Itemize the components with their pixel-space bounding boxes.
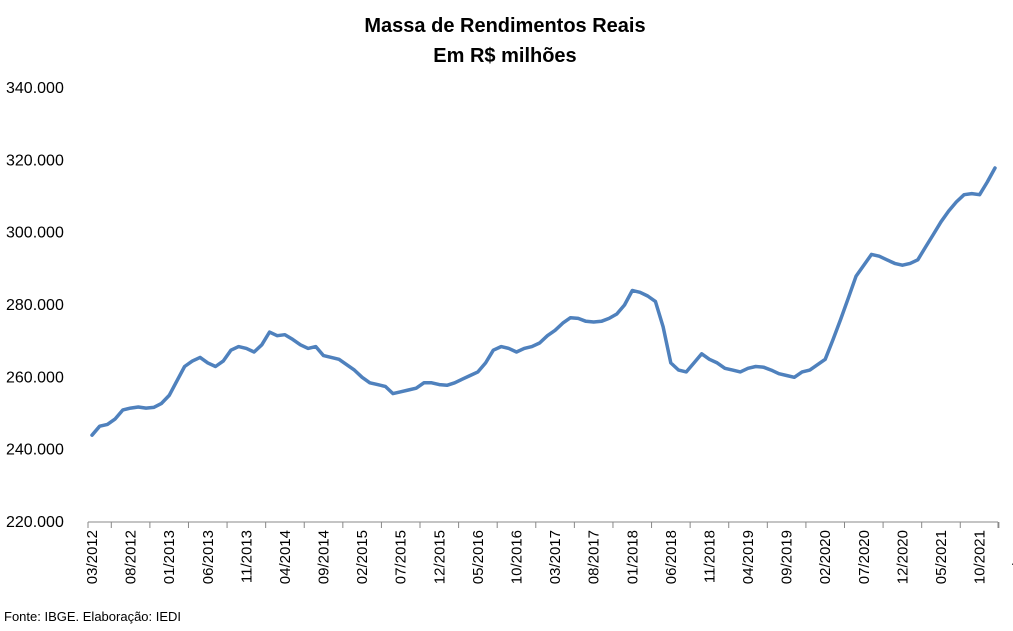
x-tick-label: 11/2013 [238,530,255,583]
y-tick-label: 320.000 [6,152,64,169]
y-tick-label: 260.000 [6,369,64,386]
x-tick-label: 02/2015 [354,530,371,584]
x-tick-label: 07/2020 [856,530,873,584]
x-axis-ticks: 03/2012 08/2012 01/2013 06/2013 11/2013 04/20… [84,522,1013,584]
x-tick-label: 06/2013 [200,530,217,584]
source-note: Fonte: IBGE. Elaboração: IEDI [4,609,182,624]
y-tick-label: 220.000 [6,514,64,531]
x-tick-label: 12/2015 [431,530,448,584]
y-tick-label: 280.000 [6,297,64,314]
y-tick-label: 340.000 [6,80,64,97]
x-tick-label: 10/2016 [508,530,525,584]
x-tick-label: 02/2020 [817,530,834,584]
x-tick-label: 09/2014 [316,530,333,584]
x-tick-label: 03/2022 [1010,530,1013,584]
x-tick-label: 01/2018 [624,530,641,584]
series-group [90,166,997,437]
x-tick-label: 03/2017 [547,530,564,584]
x-tick-label: 06/2018 [663,530,680,584]
x-tick-label: 11/2018 [701,530,718,583]
y-tick-label: 300.000 [6,225,64,242]
x-tick-label: 09/2019 [779,530,796,584]
chart-subtitle: Em R$ milhões [433,45,576,67]
series-line [90,166,997,437]
x-tick-label: 05/2021 [933,530,950,584]
y-tick-label: 240.000 [6,442,64,459]
x-tick-label: 12/2020 [894,530,911,584]
x-tick-label: 08/2017 [586,530,603,584]
x-tick-label: 07/2015 [393,530,410,584]
x-tick-label: 04/2019 [740,530,757,584]
x-tick-label: 08/2012 [123,530,140,584]
y-axis-ticks: 220.000 240.000 260.000 280.000 300.000 320.0… [6,80,64,531]
x-tick-label: 04/2014 [277,530,294,584]
x-tick-label: 03/2012 [84,530,101,584]
x-tick-label: 05/2016 [470,530,487,584]
x-tick-label: 10/2021 [972,530,989,584]
x-tick-label: 01/2013 [161,530,178,584]
chart-title: Massa de Rendimentos Reais [364,15,645,37]
